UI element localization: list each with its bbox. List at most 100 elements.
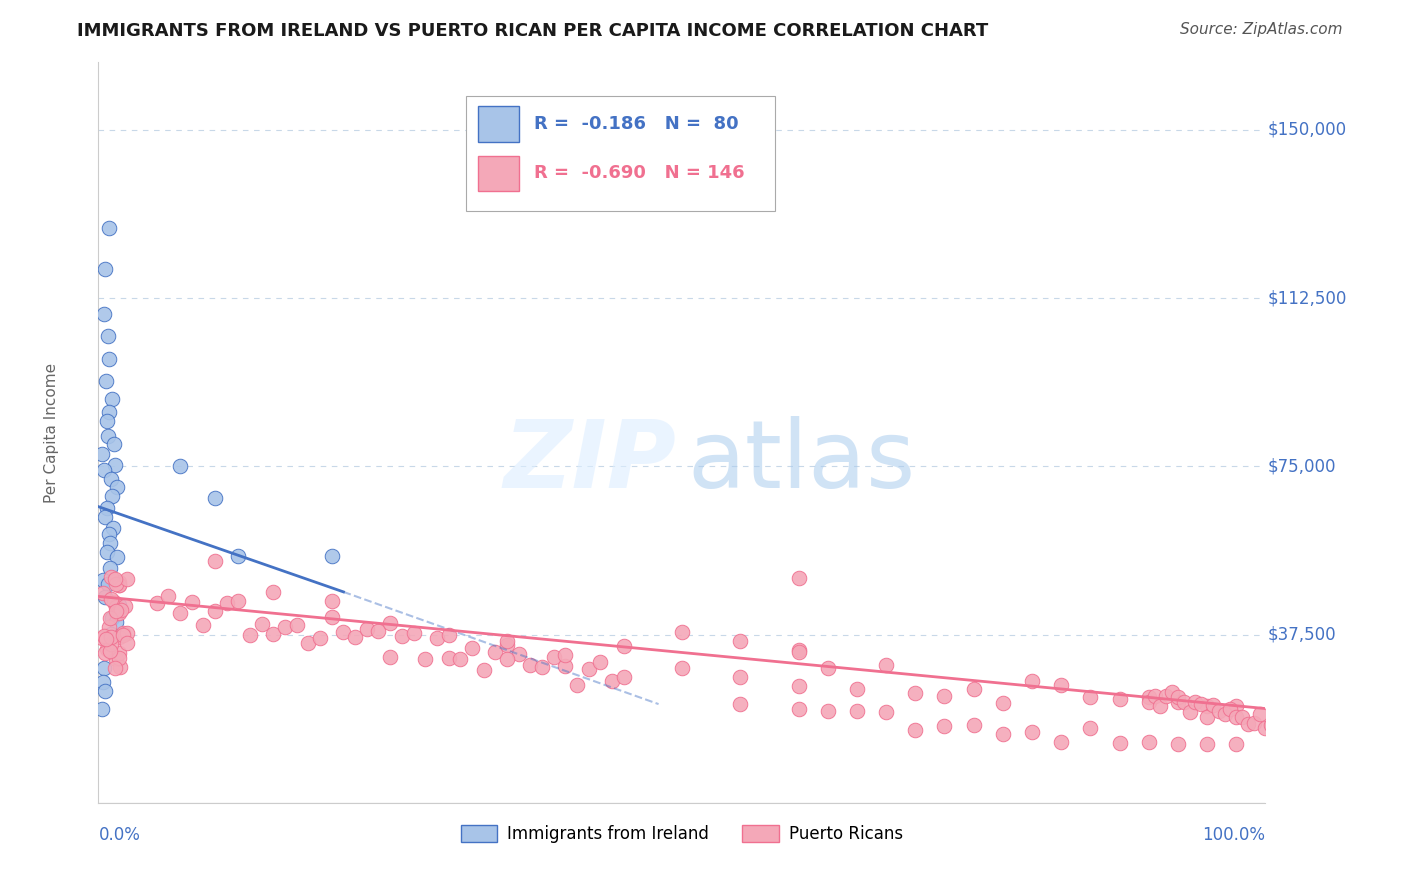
Point xyxy=(1143,689,1166,703)
Text: R =  -0.186   N =  80: R = -0.186 N = 80 xyxy=(534,115,738,133)
Point xyxy=(426,632,449,646)
Point xyxy=(543,649,565,664)
Point xyxy=(98,561,121,575)
Point xyxy=(1050,735,1073,749)
Point xyxy=(449,652,471,666)
Point xyxy=(262,585,284,599)
Point xyxy=(1080,690,1102,704)
Point xyxy=(93,463,115,477)
Point xyxy=(472,663,495,677)
Point xyxy=(787,645,810,659)
Point xyxy=(110,602,132,616)
Point xyxy=(100,630,122,644)
Point xyxy=(613,670,636,684)
Point xyxy=(1167,695,1189,709)
Point xyxy=(671,661,693,675)
Point xyxy=(100,471,122,485)
Point xyxy=(787,701,810,715)
Point xyxy=(180,595,202,609)
Point xyxy=(787,571,810,585)
Point xyxy=(787,643,810,657)
Point xyxy=(1137,690,1160,705)
Point xyxy=(1202,698,1225,712)
Text: atlas: atlas xyxy=(688,417,915,508)
Point xyxy=(380,616,402,631)
Point xyxy=(93,661,115,675)
Point xyxy=(1197,709,1219,723)
Point xyxy=(108,646,131,660)
Point xyxy=(1225,738,1247,752)
Point xyxy=(100,637,122,651)
Point xyxy=(934,689,956,703)
Point xyxy=(101,392,124,406)
Point xyxy=(228,593,250,607)
Point xyxy=(578,662,600,676)
Point xyxy=(100,591,122,606)
Point xyxy=(344,631,367,645)
Point xyxy=(103,437,125,451)
Point xyxy=(671,625,693,640)
Point xyxy=(204,553,226,567)
Point xyxy=(100,626,122,640)
Point xyxy=(1167,690,1189,704)
Point xyxy=(103,595,125,609)
Point xyxy=(1197,738,1219,752)
Point xyxy=(402,625,425,640)
Point xyxy=(613,639,636,653)
Point xyxy=(380,650,402,665)
Bar xyxy=(478,106,519,142)
Point xyxy=(103,458,125,472)
Point xyxy=(94,646,117,660)
Point xyxy=(98,221,121,235)
Point xyxy=(356,622,378,636)
Point xyxy=(1108,692,1130,706)
Point xyxy=(105,480,128,494)
Point xyxy=(115,636,138,650)
Text: Per Capita Income: Per Capita Income xyxy=(44,362,59,503)
Point xyxy=(817,704,839,718)
Point xyxy=(111,628,134,642)
Point xyxy=(97,577,120,591)
Point xyxy=(169,606,191,620)
Point xyxy=(97,527,120,541)
Point xyxy=(484,644,506,658)
Text: R =  -0.690   N = 146: R = -0.690 N = 146 xyxy=(534,164,744,183)
Point xyxy=(787,679,810,693)
Point xyxy=(321,549,343,563)
Point xyxy=(332,624,354,639)
Point xyxy=(91,674,114,689)
Point xyxy=(204,491,226,505)
Point xyxy=(437,627,460,641)
Point xyxy=(108,574,131,589)
Point xyxy=(104,661,127,675)
Text: 100.0%: 100.0% xyxy=(1202,827,1265,845)
Point xyxy=(101,521,124,535)
Point xyxy=(1184,695,1206,709)
Point xyxy=(96,374,118,388)
Point xyxy=(309,631,332,645)
Point xyxy=(263,627,285,641)
Text: Source: ZipAtlas.com: Source: ZipAtlas.com xyxy=(1180,22,1343,37)
Point xyxy=(98,405,121,419)
Point xyxy=(875,658,897,673)
Point xyxy=(589,655,612,669)
Point xyxy=(97,620,120,634)
Point xyxy=(239,628,262,642)
Point xyxy=(97,429,120,443)
Point xyxy=(91,573,114,587)
Point xyxy=(94,510,117,524)
Point xyxy=(1050,677,1073,691)
Text: IMMIGRANTS FROM IRELAND VS PUERTO RICAN PER CAPITA INCOME CORRELATION CHART: IMMIGRANTS FROM IRELAND VS PUERTO RICAN … xyxy=(77,22,988,40)
Point xyxy=(90,701,112,715)
Point xyxy=(1149,698,1171,713)
Point xyxy=(875,706,897,720)
Point xyxy=(413,651,436,665)
Point xyxy=(963,681,986,696)
Point xyxy=(1219,702,1241,716)
Point xyxy=(1137,735,1160,749)
Point xyxy=(274,620,297,634)
Point xyxy=(96,414,118,428)
Point xyxy=(991,696,1014,710)
Point xyxy=(496,652,519,666)
Point xyxy=(101,611,124,625)
